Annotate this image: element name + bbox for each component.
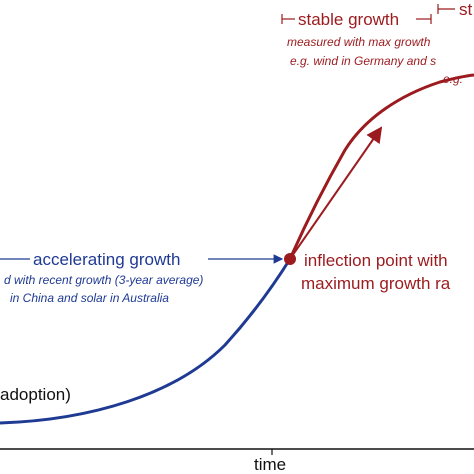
accelerating-growth-note-1: d with recent growth (3-year average): [4, 273, 203, 287]
next-phase-label: st: [459, 0, 473, 19]
stable-growth-note-3: e.g.: [443, 72, 463, 86]
tangent-arrow: [289, 126, 383, 260]
accelerating-growth-label: accelerating growth: [33, 250, 180, 269]
stable-growth-note-2: e.g. wind in Germany and s: [290, 54, 436, 68]
inflection-label-line-2: maximum growth ra: [301, 274, 451, 293]
decelerating-curve: [288, 73, 474, 260]
early-adoption-label: adoption): [0, 385, 71, 404]
inflection-label-line-1: inflection point with: [304, 251, 448, 270]
x-axis-label: time: [254, 455, 286, 474]
accelerating-growth-note-2: in China and solar in Australia: [10, 291, 169, 305]
accelerating-curve: [0, 258, 292, 425]
inflection-point-marker: [284, 253, 296, 265]
stable-growth-note-1: measured with max growth: [287, 35, 431, 49]
stable-growth-label: stable growth: [298, 10, 399, 29]
